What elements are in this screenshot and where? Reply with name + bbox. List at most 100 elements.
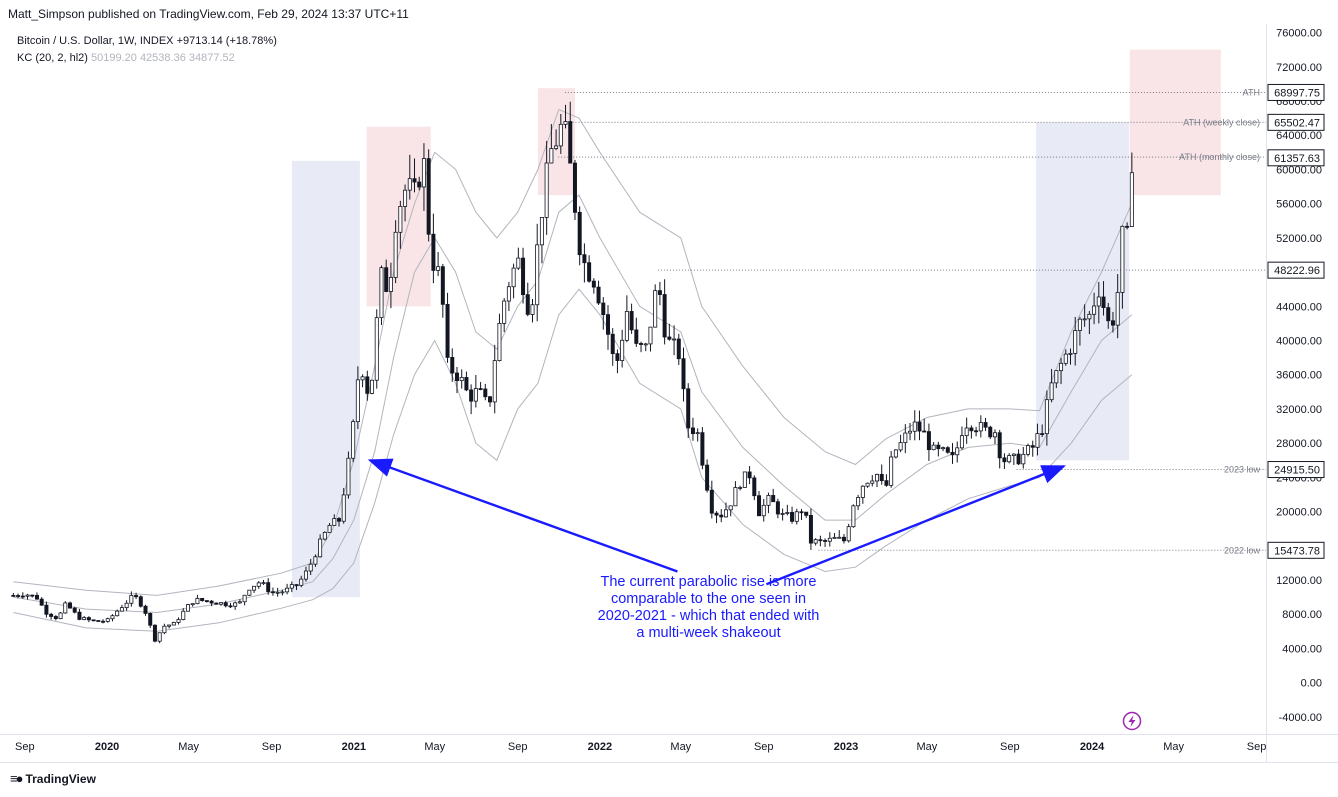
candle <box>1068 348 1073 365</box>
candle <box>34 592 39 600</box>
candle-body <box>421 158 426 188</box>
candle-body <box>624 311 629 341</box>
candle <box>804 511 809 518</box>
candle-body <box>643 343 648 346</box>
candle-body <box>370 379 375 394</box>
candle-body <box>379 267 384 319</box>
candle <box>1059 357 1064 385</box>
candle <box>535 223 540 322</box>
candle-body <box>893 449 898 458</box>
candle <box>709 480 714 519</box>
annotation-arrow-1 <box>367 458 678 573</box>
candle <box>39 597 44 606</box>
candle-body <box>738 487 743 489</box>
candle-body <box>1011 453 1016 457</box>
candle-body <box>185 604 190 612</box>
candle <box>270 587 275 596</box>
y-tick-label-6: 56000.00 <box>1276 199 1322 211</box>
candle-body <box>1092 305 1097 315</box>
lightning-icon[interactable] <box>1122 711 1142 731</box>
candle-body <box>790 512 795 522</box>
candle-body <box>1110 320 1115 326</box>
annotation-arrow-2 <box>765 465 1066 586</box>
candle-body <box>639 343 644 345</box>
candle-body <box>662 294 667 338</box>
candle <box>266 578 271 595</box>
candle-body <box>978 422 983 432</box>
candle-body <box>747 471 752 479</box>
candle <box>275 587 280 597</box>
candle <box>1035 423 1040 456</box>
candle-body <box>209 600 214 604</box>
candle <box>860 485 865 504</box>
candle <box>483 383 488 401</box>
candle-body <box>629 311 634 331</box>
highlight-box-blue-1 <box>291 160 360 598</box>
x-tick-label-7: Sep <box>508 741 528 753</box>
candle-body <box>332 518 337 526</box>
candle <box>653 284 658 328</box>
candle <box>1092 292 1097 325</box>
candle-body <box>615 353 620 361</box>
candle-body <box>870 480 875 484</box>
candle <box>521 247 526 304</box>
y-tick-label-15: 20000.00 <box>1276 507 1322 519</box>
candle-body <box>181 610 186 620</box>
price-tag-6: 24915.50 <box>1267 461 1325 479</box>
candle-body <box>450 357 455 374</box>
candle <box>837 530 842 539</box>
candle <box>1026 443 1031 457</box>
candle <box>992 429 997 445</box>
price-tag-box <box>1267 149 1325 167</box>
candle <box>421 143 426 211</box>
candle <box>823 538 828 547</box>
candle-body <box>502 300 507 324</box>
candle-body <box>988 426 993 438</box>
candle <box>1110 311 1115 333</box>
candle <box>851 504 856 528</box>
candle-body <box>119 607 124 612</box>
candle <box>582 243 587 283</box>
candle-body <box>733 487 738 507</box>
price-tag-text: 24915.50 <box>1274 465 1320 477</box>
candle <box>1115 274 1120 339</box>
candle-body <box>431 233 436 271</box>
candle-body <box>1106 307 1111 322</box>
candle-body <box>558 123 563 147</box>
candle-body <box>804 511 809 516</box>
candle-body <box>1040 433 1045 435</box>
candle <box>327 522 332 533</box>
candle-body <box>667 336 672 340</box>
candle <box>941 446 946 452</box>
candle-body <box>714 512 719 516</box>
candle-body <box>101 620 106 623</box>
candle-body <box>945 447 950 453</box>
y-tick-label-5: 60000.00 <box>1276 164 1322 176</box>
candle-body <box>516 257 521 269</box>
candle <box>237 599 242 604</box>
candle <box>171 621 176 626</box>
candle <box>469 384 474 415</box>
indicator-legend: KC (20, 2, hl2) 50199.20 42538.36 34877.… <box>17 52 235 64</box>
candle-body <box>1002 457 1007 463</box>
tradingview-logo[interactable]: ≡● TradingView <box>10 771 96 786</box>
candle <box>988 425 993 440</box>
x-tick-label-1: Sep <box>15 741 35 753</box>
candle-body <box>1044 399 1049 435</box>
candle <box>997 429 1002 469</box>
candle-body <box>134 595 139 598</box>
level-label-6: 2023 low <box>1224 465 1261 475</box>
candle-body <box>601 302 606 316</box>
candle-body <box>124 602 129 609</box>
candle <box>219 602 224 606</box>
candle-body <box>922 430 927 433</box>
candle <box>417 176 422 191</box>
candle <box>454 366 459 394</box>
candle <box>605 305 610 350</box>
candle-body <box>620 339 625 361</box>
candle <box>129 591 134 607</box>
candle-body <box>506 286 511 302</box>
candle-body <box>16 595 21 597</box>
candle-body <box>412 178 417 183</box>
